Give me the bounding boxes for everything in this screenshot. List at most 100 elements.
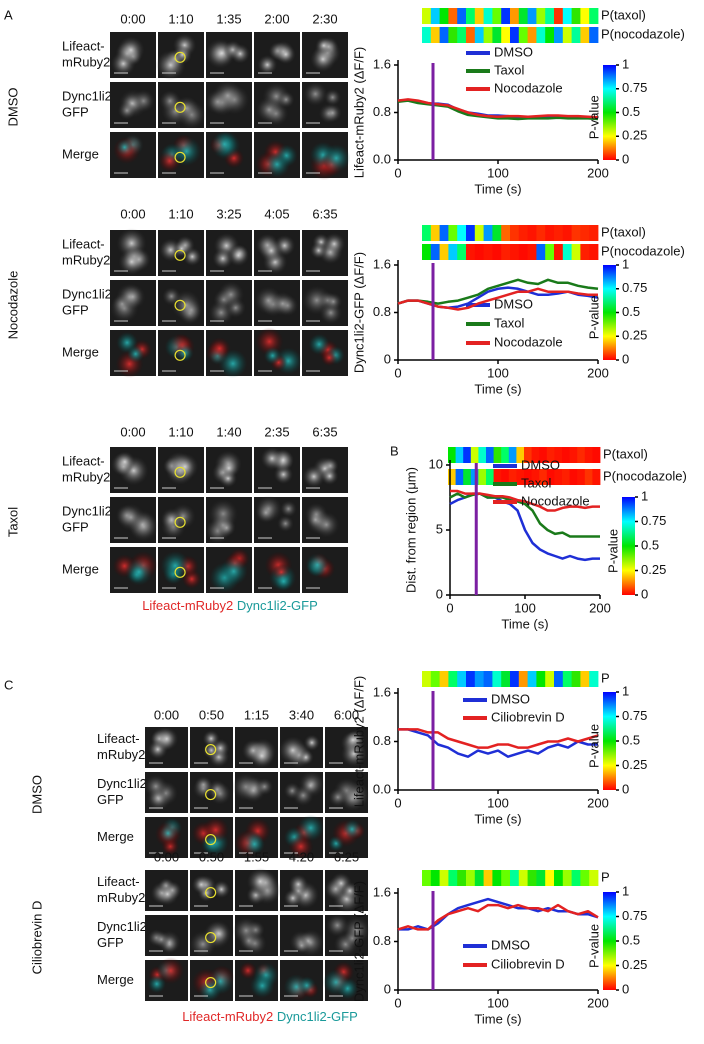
x-tick-label: 100 (487, 165, 509, 180)
p-value-cell (589, 27, 599, 43)
p-value-cell (554, 447, 563, 463)
p-value-cell (448, 469, 456, 485)
p-value-cell (466, 870, 476, 886)
p-value-cell (554, 870, 564, 886)
p-value-cell (463, 469, 472, 485)
p-value-cell (536, 27, 546, 43)
p-value-cell (466, 8, 476, 24)
region-marker (205, 976, 217, 989)
p-value-cell (474, 225, 484, 241)
row-label: Lifeact- (97, 874, 140, 889)
time-label: 3:25 (216, 206, 241, 221)
p-value-cell (508, 447, 517, 463)
colorbar-tick-label: 0.25 (622, 328, 647, 343)
cell-signal (310, 46, 336, 72)
cell-signal (255, 96, 283, 123)
p-value-cell (589, 8, 599, 24)
p-value-cell (539, 469, 548, 485)
colorbar-tick-label: 0.75 (641, 513, 666, 528)
cell-signal (144, 774, 168, 799)
p-value-cell (577, 447, 586, 463)
p-value-cell (430, 225, 440, 241)
p-value-cell (493, 447, 502, 463)
p-value-cell (592, 469, 601, 485)
row-label: Lifeact- (62, 38, 105, 53)
colorbar-tick-label: 0.25 (622, 128, 647, 143)
x-axis-label: Time (s) (501, 616, 548, 631)
time-label: 0:50 (199, 849, 224, 864)
cell-signal (303, 81, 328, 106)
p-value-cell (562, 27, 572, 43)
y-tick-label: 1.6 (373, 256, 391, 271)
cell-signal (117, 101, 137, 120)
p-value-cell (486, 469, 494, 485)
colorbar (603, 265, 616, 360)
legend-label: DMSO (494, 296, 533, 311)
p-value-cell (439, 244, 449, 260)
p-value-cell (448, 225, 458, 241)
p-value-cell (527, 225, 537, 241)
colorbar-tick-label: 0.5 (641, 537, 659, 552)
row-label: Merge (97, 829, 134, 844)
x-axis-label: Time (s) (474, 181, 521, 196)
legend-label: DMSO (491, 937, 530, 952)
p-value-cell (448, 671, 458, 687)
time-label: 4:20 (289, 849, 314, 864)
cell-signal (257, 54, 278, 75)
cell-signal (323, 969, 349, 996)
cell-signal (160, 551, 190, 581)
cell-signal (323, 232, 346, 255)
p-value-cell (524, 447, 532, 463)
p-value-cell (430, 671, 440, 687)
p-value-cell (518, 8, 528, 24)
p-value-cell (527, 8, 537, 24)
row-label: Lifeact- (97, 731, 140, 746)
strip-label: P (601, 670, 610, 685)
cell-signal (114, 451, 136, 473)
colorbar-tick-label: 1 (622, 683, 629, 698)
p-value-cell (501, 27, 511, 43)
p-value-cell (554, 469, 563, 485)
time-label: 6:25 (334, 849, 359, 864)
y-axis-label: Lifeact-mRuby2 (ΔF/F) (351, 676, 366, 808)
cell-signal (250, 973, 275, 998)
legend-label: DMSO (494, 44, 533, 59)
legend-red: Lifeact-mRuby2 (182, 1009, 273, 1024)
colorbar-tick-label: 0.25 (622, 957, 647, 972)
colorbar-tick-label: 0.75 (622, 908, 647, 923)
row-label: Merge (62, 344, 99, 359)
p-value-cell (483, 870, 493, 886)
cell-signal (212, 80, 243, 111)
cell-signal (120, 284, 146, 310)
cell-signal (255, 778, 274, 796)
colorbar-tick-label: 1 (622, 56, 629, 71)
colorbar-tick-label: 1 (622, 883, 629, 898)
region-marker (205, 743, 217, 756)
cell-signal (297, 814, 324, 842)
row-label: mRuby2 (62, 469, 110, 484)
p-value-cell (562, 469, 570, 485)
row-label: Lifeact- (62, 236, 105, 251)
region-marker (205, 931, 217, 944)
p-value-cell (580, 870, 590, 886)
cell-signal (159, 90, 181, 112)
cell-signal (243, 833, 265, 855)
p-value-cell (474, 27, 484, 43)
y-tick-label: 0.8 (373, 933, 391, 948)
cell-signal (116, 138, 133, 156)
p-value-cell (501, 671, 511, 687)
colorbar-tick-label: 0 (622, 781, 629, 796)
region-marker (174, 349, 186, 361)
p-value-cell (554, 27, 564, 43)
time-label: 6:35 (312, 424, 337, 439)
cell-signal (280, 500, 297, 518)
p-value-cell (571, 225, 581, 241)
time-label: 0:50 (199, 707, 224, 722)
strip-label: P(taxol) (603, 446, 648, 461)
p-value-cell (501, 244, 511, 260)
p-value-cell (422, 27, 432, 43)
cell-signal (219, 557, 248, 586)
p-value-cell (448, 27, 458, 43)
p-value-cell (466, 671, 476, 687)
colorbar (622, 497, 635, 595)
